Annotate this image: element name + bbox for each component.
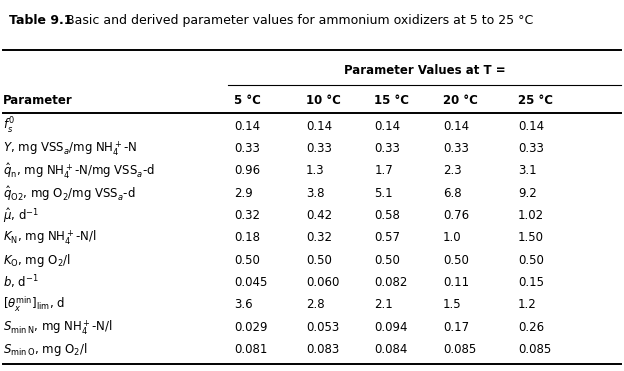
Text: 0.33: 0.33 [234, 142, 260, 155]
Text: $\hat{\mu}$, d$^{-1}$: $\hat{\mu}$, d$^{-1}$ [3, 206, 39, 225]
Text: 1.3: 1.3 [306, 164, 324, 177]
Text: 1.02: 1.02 [518, 209, 544, 222]
Text: 0.060: 0.060 [306, 276, 339, 289]
Text: 0.50: 0.50 [234, 254, 260, 267]
Text: 0.029: 0.029 [234, 321, 268, 334]
Text: 1.2: 1.2 [518, 298, 537, 311]
Text: 0.15: 0.15 [518, 276, 544, 289]
Text: 0.14: 0.14 [374, 120, 401, 133]
Text: $\hat{q}_\mathrm{n}$, mg NH$_4^+$-N/mg VSS$_a$-d: $\hat{q}_\mathrm{n}$, mg NH$_4^+$-N/mg V… [3, 161, 155, 181]
Text: 0.32: 0.32 [234, 209, 260, 222]
Text: 0.50: 0.50 [518, 254, 544, 267]
Text: Table 9.1: Table 9.1 [9, 14, 73, 27]
Text: Basic and derived parameter values for ammonium oxidizers at 5 to 25 °C: Basic and derived parameter values for a… [66, 14, 533, 27]
Text: 2.8: 2.8 [306, 298, 324, 311]
Text: Parameter: Parameter [3, 93, 73, 107]
Text: 0.14: 0.14 [306, 120, 332, 133]
Text: 0.084: 0.084 [374, 343, 407, 356]
Text: $S_{\min\,\mathrm{N}}$, mg NH$_4^+$-N/l: $S_{\min\,\mathrm{N}}$, mg NH$_4^+$-N/l [3, 318, 113, 336]
Text: 5.1: 5.1 [374, 187, 393, 200]
Text: 0.17: 0.17 [443, 321, 469, 334]
Text: 1.7: 1.7 [374, 164, 393, 177]
Text: 3.8: 3.8 [306, 187, 324, 200]
Text: 0.14: 0.14 [518, 120, 544, 133]
Text: 25 °C: 25 °C [518, 93, 553, 107]
Text: $K_\mathrm{N}$, mg NH$_4^+$-N/l: $K_\mathrm{N}$, mg NH$_4^+$-N/l [3, 229, 97, 247]
Text: 0.085: 0.085 [443, 343, 476, 356]
Text: 0.083: 0.083 [306, 343, 339, 356]
Text: 1.0: 1.0 [443, 231, 462, 244]
Text: $[\theta_x^{\min}]_\mathrm{lim}$, d: $[\theta_x^{\min}]_\mathrm{lim}$, d [3, 295, 65, 315]
Text: 2.1: 2.1 [374, 298, 393, 311]
Text: 0.57: 0.57 [374, 231, 401, 244]
Text: 10 °C: 10 °C [306, 93, 341, 107]
Text: 20 °C: 20 °C [443, 93, 478, 107]
Text: 0.085: 0.085 [518, 343, 551, 356]
Text: $\hat{q}_{\mathrm{O2}}$, mg O$_2$/mg VSS$_a$-d: $\hat{q}_{\mathrm{O2}}$, mg O$_2$/mg VSS… [3, 184, 135, 203]
Text: 0.18: 0.18 [234, 231, 260, 244]
Text: 15 °C: 15 °C [374, 93, 409, 107]
Text: 0.50: 0.50 [443, 254, 469, 267]
Text: 0.33: 0.33 [443, 142, 469, 155]
Text: 1.50: 1.50 [518, 231, 544, 244]
Text: 6.8: 6.8 [443, 187, 462, 200]
Text: 2.3: 2.3 [443, 164, 462, 177]
Text: $b$, d$^{-1}$: $b$, d$^{-1}$ [3, 274, 39, 291]
Text: 0.094: 0.094 [374, 321, 408, 334]
Text: 1.5: 1.5 [443, 298, 462, 311]
Text: 0.76: 0.76 [443, 209, 469, 222]
Text: 3.1: 3.1 [518, 164, 537, 177]
Text: 0.045: 0.045 [234, 276, 267, 289]
Text: 0.33: 0.33 [518, 142, 544, 155]
Text: 5 °C: 5 °C [234, 93, 261, 107]
Text: 9.2: 9.2 [518, 187, 537, 200]
Text: 0.26: 0.26 [518, 321, 544, 334]
Text: $f_s^0$: $f_s^0$ [3, 116, 15, 136]
Text: 0.42: 0.42 [306, 209, 332, 222]
Text: Parameter Values at T =: Parameter Values at T = [343, 64, 505, 77]
Text: 0.50: 0.50 [306, 254, 331, 267]
Text: 0.33: 0.33 [374, 142, 400, 155]
Text: 0.053: 0.053 [306, 321, 339, 334]
Text: 0.33: 0.33 [306, 142, 331, 155]
Text: $K_\mathrm{O}$, mg O$_2$/l: $K_\mathrm{O}$, mg O$_2$/l [3, 252, 71, 269]
Text: 0.14: 0.14 [234, 120, 260, 133]
Text: 0.96: 0.96 [234, 164, 260, 177]
Text: 3.6: 3.6 [234, 298, 253, 311]
Text: 0.082: 0.082 [374, 276, 407, 289]
Text: 0.58: 0.58 [374, 209, 400, 222]
Text: 0.081: 0.081 [234, 343, 267, 356]
Text: 0.50: 0.50 [374, 254, 400, 267]
Text: 0.11: 0.11 [443, 276, 469, 289]
Text: $Y$, mg VSS$_a$/mg NH$_4^+$-N: $Y$, mg VSS$_a$/mg NH$_4^+$-N [3, 139, 137, 158]
Text: 0.14: 0.14 [443, 120, 469, 133]
Text: 0.32: 0.32 [306, 231, 332, 244]
Text: 2.9: 2.9 [234, 187, 253, 200]
Text: $S_{\min\,\mathrm{O}}$, mg O$_2$/l: $S_{\min\,\mathrm{O}}$, mg O$_2$/l [3, 341, 87, 358]
